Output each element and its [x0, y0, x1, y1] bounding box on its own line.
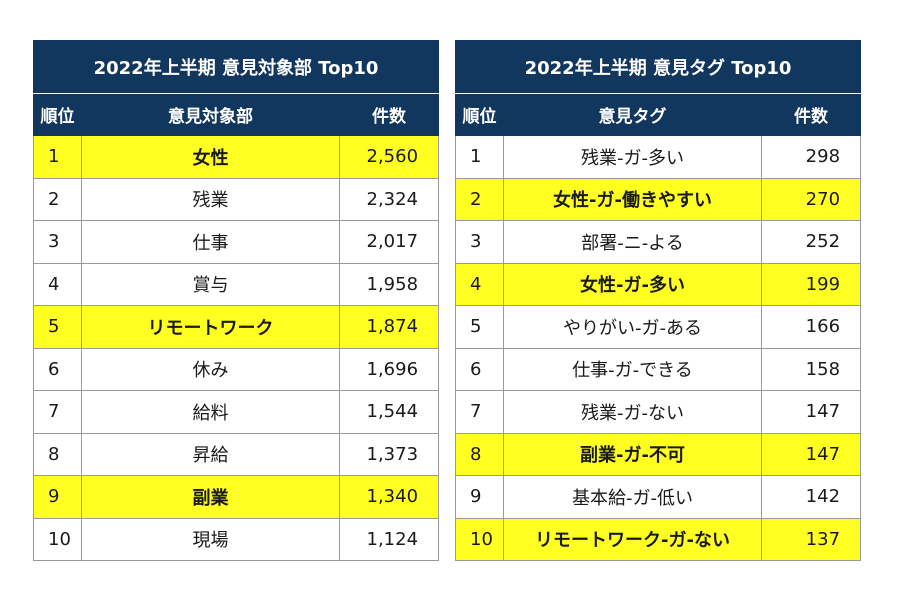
right-rank-cell: 6 [455, 347, 504, 391]
left-table-row: 5 リモートワーク 1,874 [33, 305, 440, 349]
left-table-row: 2 残業 2,324 [33, 177, 440, 221]
left-count-cell: 2,324 [338, 177, 440, 221]
left-count-cell: 1,958 [338, 262, 440, 306]
left-ranking-table: 2022年上半期 意見対象部 Top10 順位 意見対象部 件数 1 女性 2,56… [32, 40, 440, 561]
left-name-cell: 賞与 [81, 262, 340, 306]
left-name-cell: 給料 [81, 390, 340, 434]
right-rank-cell: 10 [455, 517, 504, 561]
left-count-cell: 1,124 [338, 517, 440, 561]
left-name-cell: リモートワーク [81, 305, 340, 349]
left-count-cell: 1,373 [338, 432, 440, 476]
right-name-cell: 残業-ガ-多い [503, 135, 762, 179]
left-rank-cell: 5 [33, 305, 82, 349]
left-name-cell: 女性 [81, 135, 340, 179]
right-count-cell: 252 [760, 220, 862, 264]
right-count-cell: 199 [760, 262, 862, 306]
left-header-rank: 順位 [33, 93, 82, 136]
right-rank-cell: 5 [455, 305, 504, 349]
left-name-cell: 仕事 [81, 220, 340, 264]
left-rank-cell: 9 [33, 475, 82, 519]
right-table-row: 8 副業-ガ-不可 147 [455, 432, 862, 476]
right-rank-cell: 1 [455, 135, 504, 179]
left-table-row: 4 賞与 1,958 [33, 262, 440, 306]
right-table-row: 1 残業-ガ-多い 298 [455, 135, 862, 179]
right-table-row: 5 やりがい-ガ-ある 166 [455, 305, 862, 349]
left-name-cell: 副業 [81, 475, 340, 519]
right-table-row: 3 部署-ニ-よる 252 [455, 220, 862, 264]
left-table-row: 10 現場 1,124 [33, 517, 440, 561]
right-table-row: 6 仕事-ガ-できる 158 [455, 347, 862, 391]
left-rank-cell: 1 [33, 135, 82, 179]
right-rank-cell: 8 [455, 432, 504, 476]
right-count-cell: 166 [760, 305, 862, 349]
right-rank-cell: 2 [455, 177, 504, 221]
left-count-cell: 2,560 [338, 135, 440, 179]
left-rank-cell: 4 [33, 262, 82, 306]
left-rank-cell: 3 [33, 220, 82, 264]
left-count-cell: 2,017 [338, 220, 440, 264]
left-rank-cell: 6 [33, 347, 82, 391]
left-table-title: 2022年上半期 意見対象部 Top10 [32, 40, 440, 94]
left-name-cell: 現場 [81, 517, 340, 561]
left-count-cell: 1,696 [338, 347, 440, 391]
left-name-cell: 残業 [81, 177, 340, 221]
right-rank-cell: 3 [455, 220, 504, 264]
right-table-title: 2022年上半期 意見タグ Top10 [454, 40, 862, 94]
left-count-cell: 1,544 [338, 390, 440, 434]
left-rank-cell: 8 [33, 432, 82, 476]
right-rank-cell: 9 [455, 475, 504, 519]
right-count-cell: 298 [760, 135, 862, 179]
right-rank-cell: 4 [455, 262, 504, 306]
left-count-cell: 1,340 [338, 475, 440, 519]
right-count-cell: 147 [760, 432, 862, 476]
right-name-cell: 副業-ガ-不可 [503, 432, 762, 476]
left-name-cell: 休み [81, 347, 340, 391]
right-table-row: 10 リモートワーク-ガ-ない 137 [455, 517, 862, 561]
right-table-row: 9 基本給-ガ-低い 142 [455, 475, 862, 519]
right-name-cell: 仕事-ガ-できる [503, 347, 762, 391]
right-name-cell: 残業-ガ-ない [503, 390, 762, 434]
right-name-cell: リモートワーク-ガ-ない [503, 517, 762, 561]
right-header-count: 件数 [760, 93, 862, 136]
right-name-cell: 基本給-ガ-低い [503, 475, 762, 519]
right-name-cell: 部署-ニ-よる [503, 220, 762, 264]
left-table-row: 3 仕事 2,017 [33, 220, 440, 264]
left-rank-cell: 2 [33, 177, 82, 221]
left-name-cell: 昇給 [81, 432, 340, 476]
right-count-cell: 137 [760, 517, 862, 561]
left-count-cell: 1,874 [338, 305, 440, 349]
right-name-cell: やりがい-ガ-ある [503, 305, 762, 349]
right-count-cell: 270 [760, 177, 862, 221]
right-count-cell: 158 [760, 347, 862, 391]
left-table-row: 1 女性 2,560 [33, 135, 440, 179]
right-count-cell: 147 [760, 390, 862, 434]
right-table-row: 2 女性-ガ-働きやすい 270 [455, 177, 862, 221]
right-name-cell: 女性-ガ-多い [503, 262, 762, 306]
right-rank-cell: 7 [455, 390, 504, 434]
left-header-count: 件数 [338, 93, 440, 136]
left-table-row: 7 給料 1,544 [33, 390, 440, 434]
left-header-name: 意見対象部 [81, 93, 340, 136]
right-header-rank: 順位 [455, 93, 504, 136]
right-header-name: 意見タグ [503, 93, 762, 136]
right-table-row: 4 女性-ガ-多い 199 [455, 262, 862, 306]
left-rank-cell: 10 [33, 517, 82, 561]
left-table-row: 6 休み 1,696 [33, 347, 440, 391]
right-count-cell: 142 [760, 475, 862, 519]
right-name-cell: 女性-ガ-働きやすい [503, 177, 762, 221]
right-table-row: 7 残業-ガ-ない 147 [455, 390, 862, 434]
left-table-row: 8 昇給 1,373 [33, 432, 440, 476]
right-ranking-table: 2022年上半期 意見タグ Top10 順位 意見タグ 件数 1 残業-ガ-多い 2… [454, 40, 862, 561]
left-table-row: 9 副業 1,340 [33, 475, 440, 519]
left-rank-cell: 7 [33, 390, 82, 434]
